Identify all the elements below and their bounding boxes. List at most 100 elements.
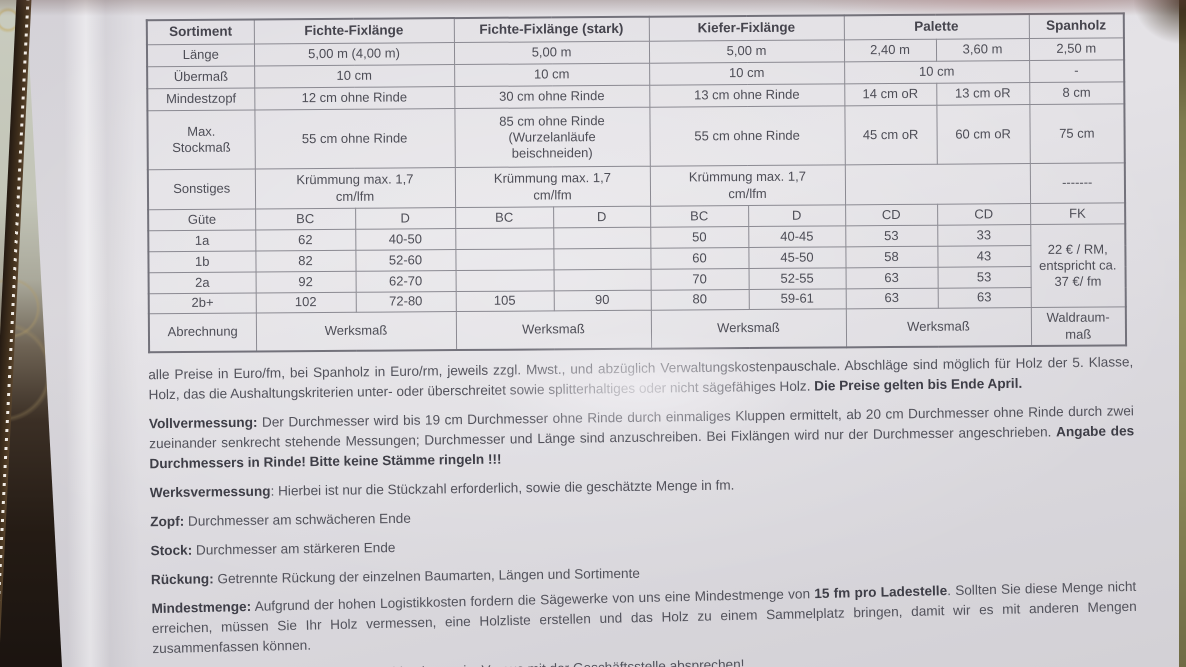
cell-sonstiges-kiefer-text: Krümmung max. 1,7 cm/lfm bbox=[688, 168, 806, 201]
cell-1a-stark-d bbox=[553, 227, 651, 249]
cell-laenge-palette-360: 3,60 m bbox=[935, 38, 1030, 62]
document-content: Sortiment Fichte-Fixlänge Fichte-Fixläng… bbox=[145, 12, 1137, 667]
header-sortiment: Sortiment bbox=[146, 19, 254, 45]
cell-2b-stark-bc: 105 bbox=[455, 290, 554, 312]
label-laenge: Länge bbox=[146, 43, 255, 67]
note-rueckung-label: Rückung: bbox=[150, 571, 214, 587]
note-vollvermessung-label: Vollvermessung: bbox=[148, 414, 258, 432]
cell-2a-fichte-bc: 92 bbox=[255, 271, 356, 293]
cell-mindestzopf-palette-240: 14 cm oR bbox=[844, 83, 937, 106]
cell-laenge-fichte: 5,00 m (4,00 m) bbox=[253, 42, 455, 66]
cell-max-stockmass-spanholz: 75 cm bbox=[1029, 103, 1125, 164]
row-abrechnung: Abrechnung Werksmaß Werksmaß Werksmaß We… bbox=[148, 306, 1127, 353]
cell-mindestzopf-spanholz: 8 cm bbox=[1029, 81, 1125, 105]
cell-uebermass-spanholz: - bbox=[1029, 59, 1125, 83]
cell-sonstiges-spanholz: ------- bbox=[1029, 162, 1126, 204]
right-edge-background-sliver bbox=[1179, 0, 1186, 667]
cell-abrechnung-spanholz-text: Waldraum-maß bbox=[1046, 309, 1110, 342]
header-spanholz: Spanholz bbox=[1028, 13, 1124, 39]
cell-max-stockmass-kiefer: 55 cm ohne Rinde bbox=[649, 105, 845, 167]
note-vollvermessung: Vollvermessung: Der Durchmesser wird bis… bbox=[149, 401, 1135, 474]
cell-1a-fichte-bc: 62 bbox=[255, 229, 356, 251]
cell-laenge-spanholz: 2,50 m bbox=[1028, 37, 1125, 61]
note-stock-text: Durchmesser am stärkeren Ende bbox=[192, 539, 396, 558]
cell-1b-palette-360: 43 bbox=[937, 245, 1031, 268]
cell-sonstiges-kiefer: Krümmung max. 1,7 cm/lfm bbox=[649, 164, 846, 207]
cell-1a-palette-240: 53 bbox=[845, 225, 938, 247]
header-fichte-stark: Fichte-Fixlänge (stark) bbox=[453, 16, 649, 43]
cell-uebermass-kiefer: 10 cm bbox=[649, 61, 845, 86]
cell-guete-spanholz: FK bbox=[1030, 202, 1126, 225]
note-werksvermessung-text: : Hierbei ist nur die Stückzahl erforder… bbox=[270, 477, 735, 499]
cell-spanholz-price: 22 € / RM, entspricht ca. 37 €/ fm bbox=[1030, 223, 1126, 308]
cell-abrechnung-palette: Werksmaß bbox=[845, 307, 1032, 348]
cell-1b-kiefer-d: 45-50 bbox=[748, 246, 846, 269]
cell-2a-stark-bc bbox=[455, 269, 554, 292]
note-werksvermessung-label: Werksvermessung bbox=[149, 483, 271, 501]
header-fichte: Fichte-Fixlänge bbox=[253, 18, 454, 44]
cell-abrechnung-kiefer: Werksmaß bbox=[650, 308, 847, 349]
cell-guete-fichte-d: D bbox=[355, 207, 456, 230]
cell-mindestzopf-fichte-stark: 30 cm ohne Rinde bbox=[454, 85, 650, 109]
label-max-stockmass: Max. Stockmaß bbox=[147, 109, 255, 170]
cell-1b-palette-240: 58 bbox=[845, 246, 938, 268]
cell-1b-stark-bc bbox=[455, 248, 554, 271]
cell-2a-palette-240: 63 bbox=[845, 267, 938, 289]
cell-2b-kiefer-bc: 80 bbox=[650, 289, 749, 311]
note-prices: alle Preise in Euro/fm, bei Spanholz in … bbox=[148, 352, 1133, 405]
label-abrechnung: Abrechnung bbox=[148, 312, 257, 353]
cell-1b-fichte-bc: 82 bbox=[255, 250, 356, 272]
note-werksvermessung: Werksvermessung: Hierbei ist nur die Stü… bbox=[150, 470, 1135, 503]
cell-1b-kiefer-bc: 60 bbox=[650, 247, 749, 270]
note-rueckung-text: Getrennte Rückung der einzelnen Baumarte… bbox=[213, 565, 640, 587]
label-sonstiges: Sonstiges bbox=[147, 168, 256, 210]
note-stock: Stock: Durchmesser am stärkeren Ende bbox=[150, 528, 1135, 561]
cell-laenge-kiefer: 5,00 m bbox=[648, 39, 845, 64]
cell-mindestzopf-kiefer: 13 cm ohne Rinde bbox=[649, 83, 845, 108]
note-mindestmenge-bold-amount: 15 fm pro Ladestelle bbox=[814, 582, 948, 601]
note-zopf-text: Durchmesser am schwächeren Ende bbox=[184, 510, 411, 529]
cell-spanholz-price-text: 22 € / RM, entspricht ca. 37 €/ fm bbox=[1039, 241, 1117, 290]
cell-sonstiges-fichte-text: Krümmung max. 1,7 cm/lfm bbox=[296, 171, 414, 204]
cell-2b-palette-240: 63 bbox=[845, 288, 938, 309]
cell-2a-kiefer-d: 52-55 bbox=[748, 267, 846, 290]
label-2b: 2b+ bbox=[148, 292, 256, 314]
cell-guete-fichte-bc: BC bbox=[255, 208, 356, 230]
note-zopf: Zopf: Durchmesser am schwächeren Ende bbox=[150, 499, 1135, 532]
note-langholz-text: ist kaum noch gefragt, daher bitte immer… bbox=[213, 656, 744, 667]
sortiment-table: Sortiment Fichte-Fixlänge Fichte-Fixläng… bbox=[145, 12, 1128, 354]
note-prices-bold: Die Preise gelten bis Ende April. bbox=[814, 375, 1023, 394]
cell-1a-palette-360: 33 bbox=[937, 224, 1031, 247]
row-sonstiges: Sonstiges Krümmung max. 1,7 cm/lfm Krümm… bbox=[147, 162, 1126, 210]
cell-2a-palette-360: 53 bbox=[937, 266, 1031, 289]
cell-1b-fichte-d: 52-60 bbox=[355, 249, 456, 272]
cell-sonstiges-fichte-stark: Krümmung max. 1,7 cm/lfm bbox=[454, 166, 651, 208]
cell-laenge-fichte-stark: 5,00 m bbox=[453, 41, 650, 65]
cell-1a-fichte-d: 40-50 bbox=[355, 228, 456, 251]
cell-1a-stark-bc bbox=[455, 227, 554, 250]
cell-abrechnung-fichte-stark: Werksmaß bbox=[455, 310, 652, 351]
cell-2b-fichte-d: 72-80 bbox=[355, 291, 456, 313]
cell-abrechnung-spanholz: Waldraum-maß bbox=[1030, 306, 1127, 347]
cell-1b-stark-d bbox=[553, 248, 651, 270]
cell-sonstiges-palette bbox=[844, 163, 1031, 205]
header-kiefer: Kiefer-Fixlänge bbox=[648, 15, 844, 42]
cell-mindestzopf-fichte: 12 cm ohne Rinde bbox=[254, 86, 455, 110]
label-uebermass: Übermaß bbox=[147, 65, 255, 89]
header-palette: Palette bbox=[843, 14, 1029, 40]
cell-sonstiges-fichte-stark-text: Krümmung max. 1,7 cm/lfm bbox=[493, 170, 611, 203]
cell-2a-kiefer-bc: 70 bbox=[650, 268, 749, 291]
cell-2b-stark-d: 90 bbox=[553, 290, 651, 311]
cell-max-stockmass-fichte-stark: 85 cm ohne Rinde (Wurzelanläufe beischne… bbox=[454, 107, 650, 168]
cell-max-stockmass-fichte-stark-text: 85 cm ohne Rinde (Wurzelanläufe beischne… bbox=[499, 112, 605, 161]
cell-uebermass-fichte: 10 cm bbox=[254, 64, 455, 88]
label-mindestzopf: Mindestzopf bbox=[147, 87, 255, 111]
notes-section: alle Preise in Euro/fm, bei Spanholz in … bbox=[148, 352, 1137, 667]
cell-guete-palette-240: CD bbox=[845, 204, 938, 226]
note-zopf-label: Zopf: bbox=[150, 513, 185, 530]
cell-max-stockmass-palette-360: 60 cm oR bbox=[936, 104, 1030, 165]
cell-laenge-palette-240: 2,40 m bbox=[843, 39, 937, 62]
paper-sheet: Sortiment Fichte-Fixlänge Fichte-Fixläng… bbox=[5, 0, 1186, 667]
top-right-corner-shadow bbox=[1134, 0, 1186, 44]
